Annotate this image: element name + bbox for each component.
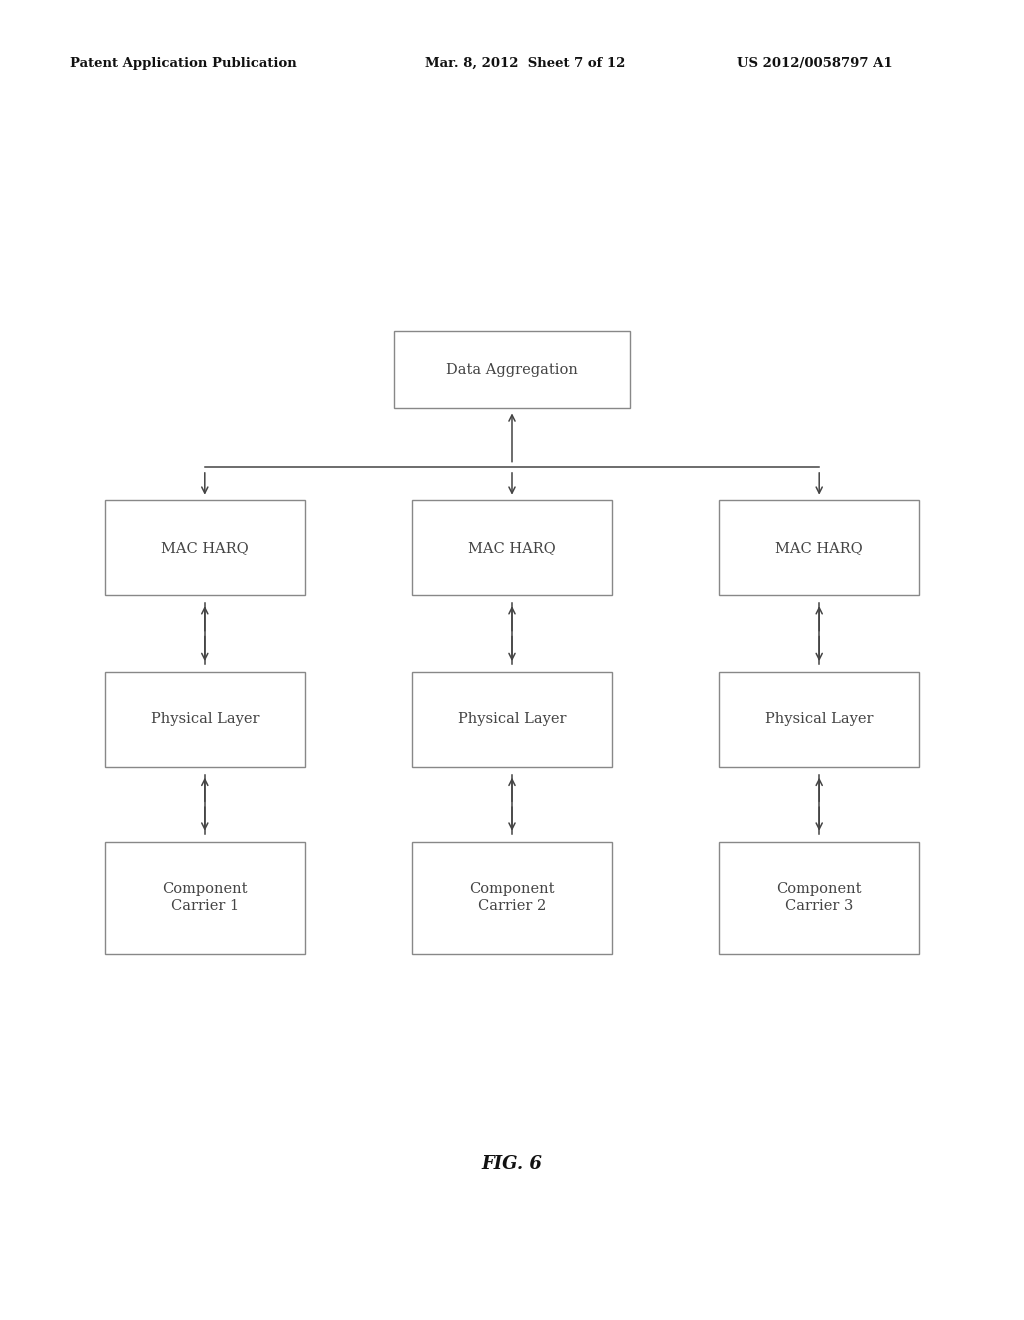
Text: FIG. 6: FIG. 6 [481,1155,543,1173]
Text: Component
Carrier 1: Component Carrier 1 [162,883,248,912]
FancyBboxPatch shape [719,842,920,953]
FancyBboxPatch shape [105,672,305,767]
Text: Mar. 8, 2012  Sheet 7 of 12: Mar. 8, 2012 Sheet 7 of 12 [425,57,626,70]
FancyBboxPatch shape [412,842,611,953]
Text: MAC HARQ: MAC HARQ [775,541,863,554]
Text: US 2012/0058797 A1: US 2012/0058797 A1 [737,57,893,70]
FancyBboxPatch shape [394,331,630,408]
Text: Component
Carrier 2: Component Carrier 2 [469,883,555,912]
Text: Physical Layer: Physical Layer [458,713,566,726]
FancyBboxPatch shape [105,842,305,953]
Text: Component
Carrier 3: Component Carrier 3 [776,883,862,912]
Text: MAC HARQ: MAC HARQ [161,541,249,554]
FancyBboxPatch shape [719,672,920,767]
Text: Data Aggregation: Data Aggregation [446,363,578,376]
FancyBboxPatch shape [412,500,611,595]
FancyBboxPatch shape [105,500,305,595]
Text: MAC HARQ: MAC HARQ [468,541,556,554]
FancyBboxPatch shape [719,500,920,595]
FancyBboxPatch shape [412,672,611,767]
Text: Patent Application Publication: Patent Application Publication [70,57,296,70]
Text: Physical Layer: Physical Layer [765,713,873,726]
Text: Physical Layer: Physical Layer [151,713,259,726]
